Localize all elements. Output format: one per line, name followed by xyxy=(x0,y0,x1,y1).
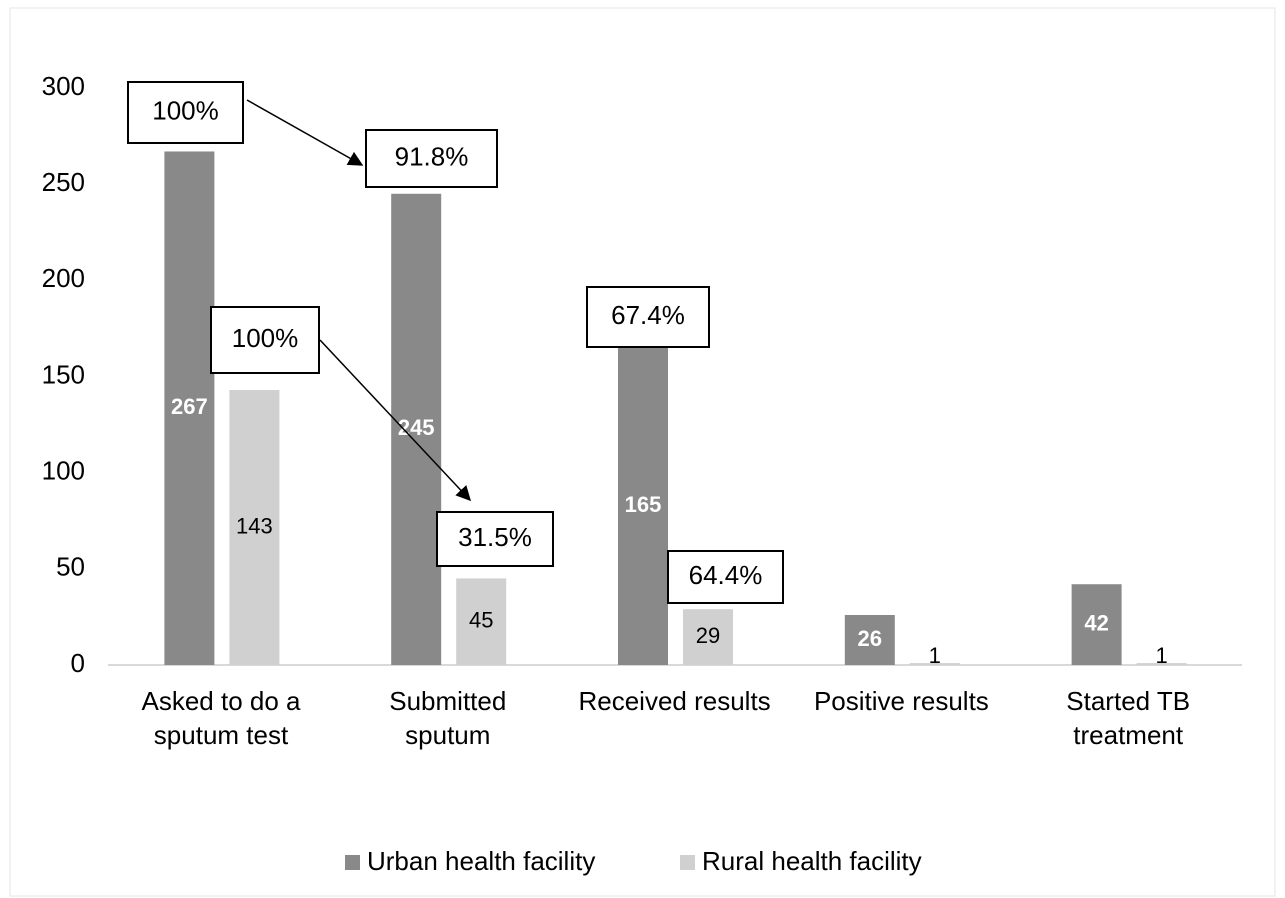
annotation: 31.5% xyxy=(458,522,532,552)
bar xyxy=(164,151,215,666)
data-label: 29 xyxy=(696,623,720,648)
y-tick-label: 50 xyxy=(56,552,85,582)
y-tick-label: 150 xyxy=(42,359,85,389)
data-label: 245 xyxy=(398,415,435,440)
annotation-box xyxy=(127,81,244,144)
annotation: 91.8% xyxy=(395,141,469,171)
arrow xyxy=(319,339,472,502)
bar xyxy=(683,609,733,665)
legend-label: Rural health facility xyxy=(702,846,922,876)
bar xyxy=(844,614,895,665)
y-tick-label: 0 xyxy=(71,648,85,678)
y-tick-label: 200 xyxy=(42,263,85,293)
annotation-box xyxy=(436,511,554,567)
data-label: 42 xyxy=(1084,610,1108,635)
y-tick-label: 300 xyxy=(42,71,85,101)
annotation: 100% xyxy=(152,95,219,125)
x-tick-label: Asked to do a sputum test xyxy=(141,686,301,750)
annotation-box xyxy=(365,129,498,188)
bar xyxy=(229,389,280,665)
bar xyxy=(618,347,668,665)
bar xyxy=(909,663,960,665)
legend-swatch xyxy=(680,855,695,870)
bar xyxy=(391,193,442,666)
data-label: 143 xyxy=(236,513,273,538)
annotation: 67.4% xyxy=(611,300,685,330)
annotation-box xyxy=(667,550,784,604)
y-tick-label: 250 xyxy=(42,167,85,197)
annotation-box xyxy=(210,306,320,374)
legend-swatch xyxy=(345,855,360,870)
y-tick-label: 100 xyxy=(42,456,85,486)
data-label: 267 xyxy=(171,394,208,419)
data-label: 1 xyxy=(1155,643,1167,668)
data-label: 45 xyxy=(469,608,493,633)
annotation-box xyxy=(586,286,710,348)
x-tick-label: Submitted sputum xyxy=(389,686,507,750)
chart-border xyxy=(9,7,1276,897)
arrow xyxy=(246,99,364,166)
data-label: 165 xyxy=(625,492,662,517)
bar xyxy=(1071,584,1122,665)
data-label: 26 xyxy=(858,626,882,651)
x-tick-label: Positive results xyxy=(813,686,989,716)
x-tick-label: Started TB treatment xyxy=(1066,686,1191,750)
data-label: 1 xyxy=(929,643,941,668)
annotation: 64.4% xyxy=(689,560,763,590)
bar xyxy=(1136,663,1187,665)
legend-label: Urban health facility xyxy=(367,846,595,876)
annotation: 100% xyxy=(232,323,299,353)
x-tick-label: Received results xyxy=(578,686,771,716)
bar xyxy=(456,578,507,665)
